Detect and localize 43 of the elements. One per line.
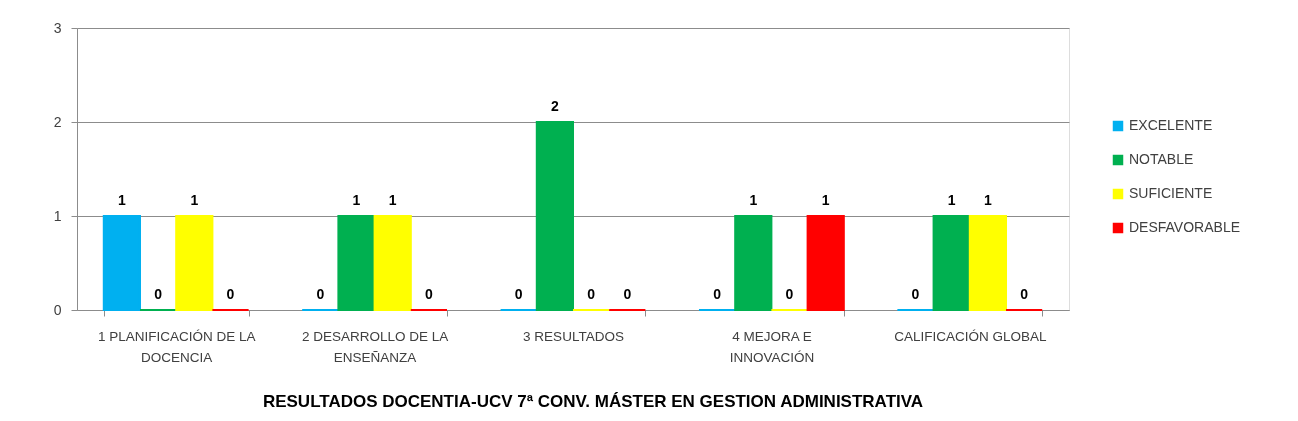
bar xyxy=(535,121,574,311)
bar xyxy=(102,215,141,311)
data-label: 0 xyxy=(154,286,163,302)
x-tick-label: 1 PLANIFICACIÓN DE LA DOCENCIA xyxy=(97,328,256,365)
y-tick-label: 0 xyxy=(53,301,62,318)
text: RESULTADOS DOCENTIA-UCV 7ª CONV. MÁSTER EN GESTION ADMINISTRATIVA xyxy=(262,391,924,411)
data-label: 0 xyxy=(587,286,596,302)
bar xyxy=(734,215,773,311)
bar xyxy=(932,215,971,311)
data-label: 0 xyxy=(226,286,235,302)
y-tick-label: 2 xyxy=(53,113,62,130)
data-label: 0 xyxy=(623,286,632,302)
bar xyxy=(337,215,376,311)
data-label: 0 xyxy=(316,286,325,302)
data-label: 2 xyxy=(551,98,559,114)
data-label: 1 xyxy=(984,192,993,208)
bar xyxy=(175,215,214,311)
bar xyxy=(806,215,845,311)
x-tick-label: 4 MEJORA E INNOVACIÓN xyxy=(729,328,815,365)
x-tick-label: 2 DESARROLLO DE LA ENSEÑANZA xyxy=(301,328,449,365)
legend-label: SUFICIENTE xyxy=(1129,185,1213,201)
data-label: 1 xyxy=(749,192,758,208)
data-label: 1 xyxy=(352,192,361,208)
bar xyxy=(373,215,412,311)
data-label: 0 xyxy=(1020,286,1029,302)
data-label: 0 xyxy=(713,286,722,302)
data-label: 1 xyxy=(190,192,199,208)
x-tick-label: 3 RESULTADOS xyxy=(523,328,624,344)
data-label: 0 xyxy=(514,286,523,302)
y-tick-label: 3 xyxy=(53,19,62,36)
data-label: 0 xyxy=(785,286,794,302)
legend-label: EXCELENTE xyxy=(1129,117,1213,133)
y-tick-label: 1 xyxy=(53,207,62,224)
bar xyxy=(968,215,1008,311)
legend-label: DESFAVORABLE xyxy=(1129,219,1241,235)
data-label: 1 xyxy=(821,192,830,208)
data-label: 0 xyxy=(425,286,434,302)
data-label: 0 xyxy=(911,286,920,302)
data-label: 1 xyxy=(388,192,397,208)
data-label: 1 xyxy=(947,192,956,208)
legend-label: NOTABLE xyxy=(1129,151,1194,167)
x-tick-label: CALIFICACIÓN GLOBAL xyxy=(894,328,1047,344)
data-label: 1 xyxy=(117,192,126,208)
